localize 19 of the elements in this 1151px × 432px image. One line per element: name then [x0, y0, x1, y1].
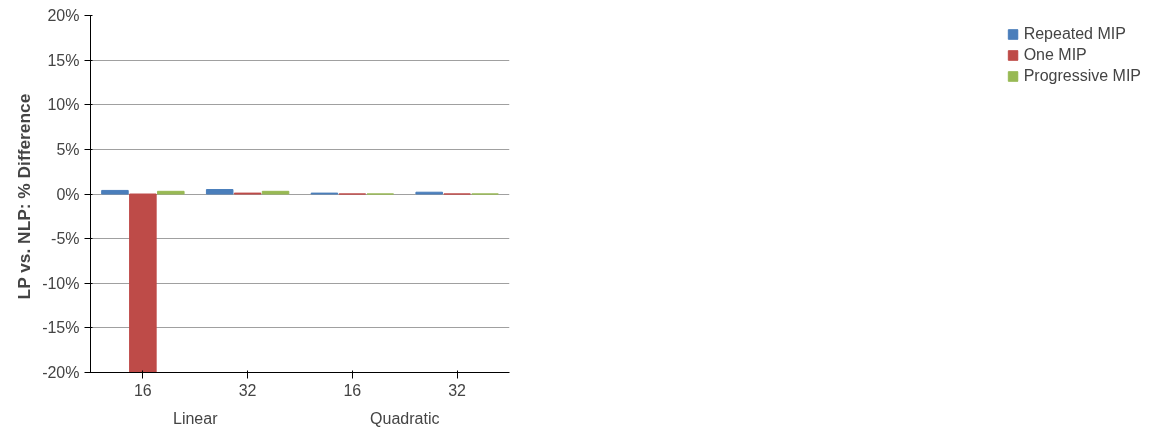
x-tick-label: 16: [133, 381, 152, 399]
text: Linear: [173, 409, 219, 427]
x-tick-label: 16: [343, 381, 362, 399]
y-tick-label: 0%: [56, 185, 80, 203]
y-axis-title: LP vs. NLP: % Difference: [14, 93, 35, 300]
y-tick-label: 5%: [56, 140, 80, 158]
y-tick-label: -10%: [42, 274, 80, 292]
y-tick-label: 20%: [47, 7, 80, 24]
x-tick-label: 32: [238, 381, 257, 399]
y-tick-label: -15%: [42, 319, 80, 337]
legend-label: Progressive MIP: [1023, 67, 1141, 85]
y-tick-label: -20%: [42, 364, 80, 381]
y-tick-label: 10%: [47, 96, 80, 114]
text: Quadratic: [370, 409, 440, 427]
x-tick-label: 32: [448, 381, 467, 399]
y-tick-label: -5%: [51, 230, 80, 248]
y-tick-label: 15%: [47, 51, 80, 69]
legend-label: Repeated MIP: [1023, 25, 1126, 43]
legend-label: One MIP: [1023, 46, 1087, 64]
